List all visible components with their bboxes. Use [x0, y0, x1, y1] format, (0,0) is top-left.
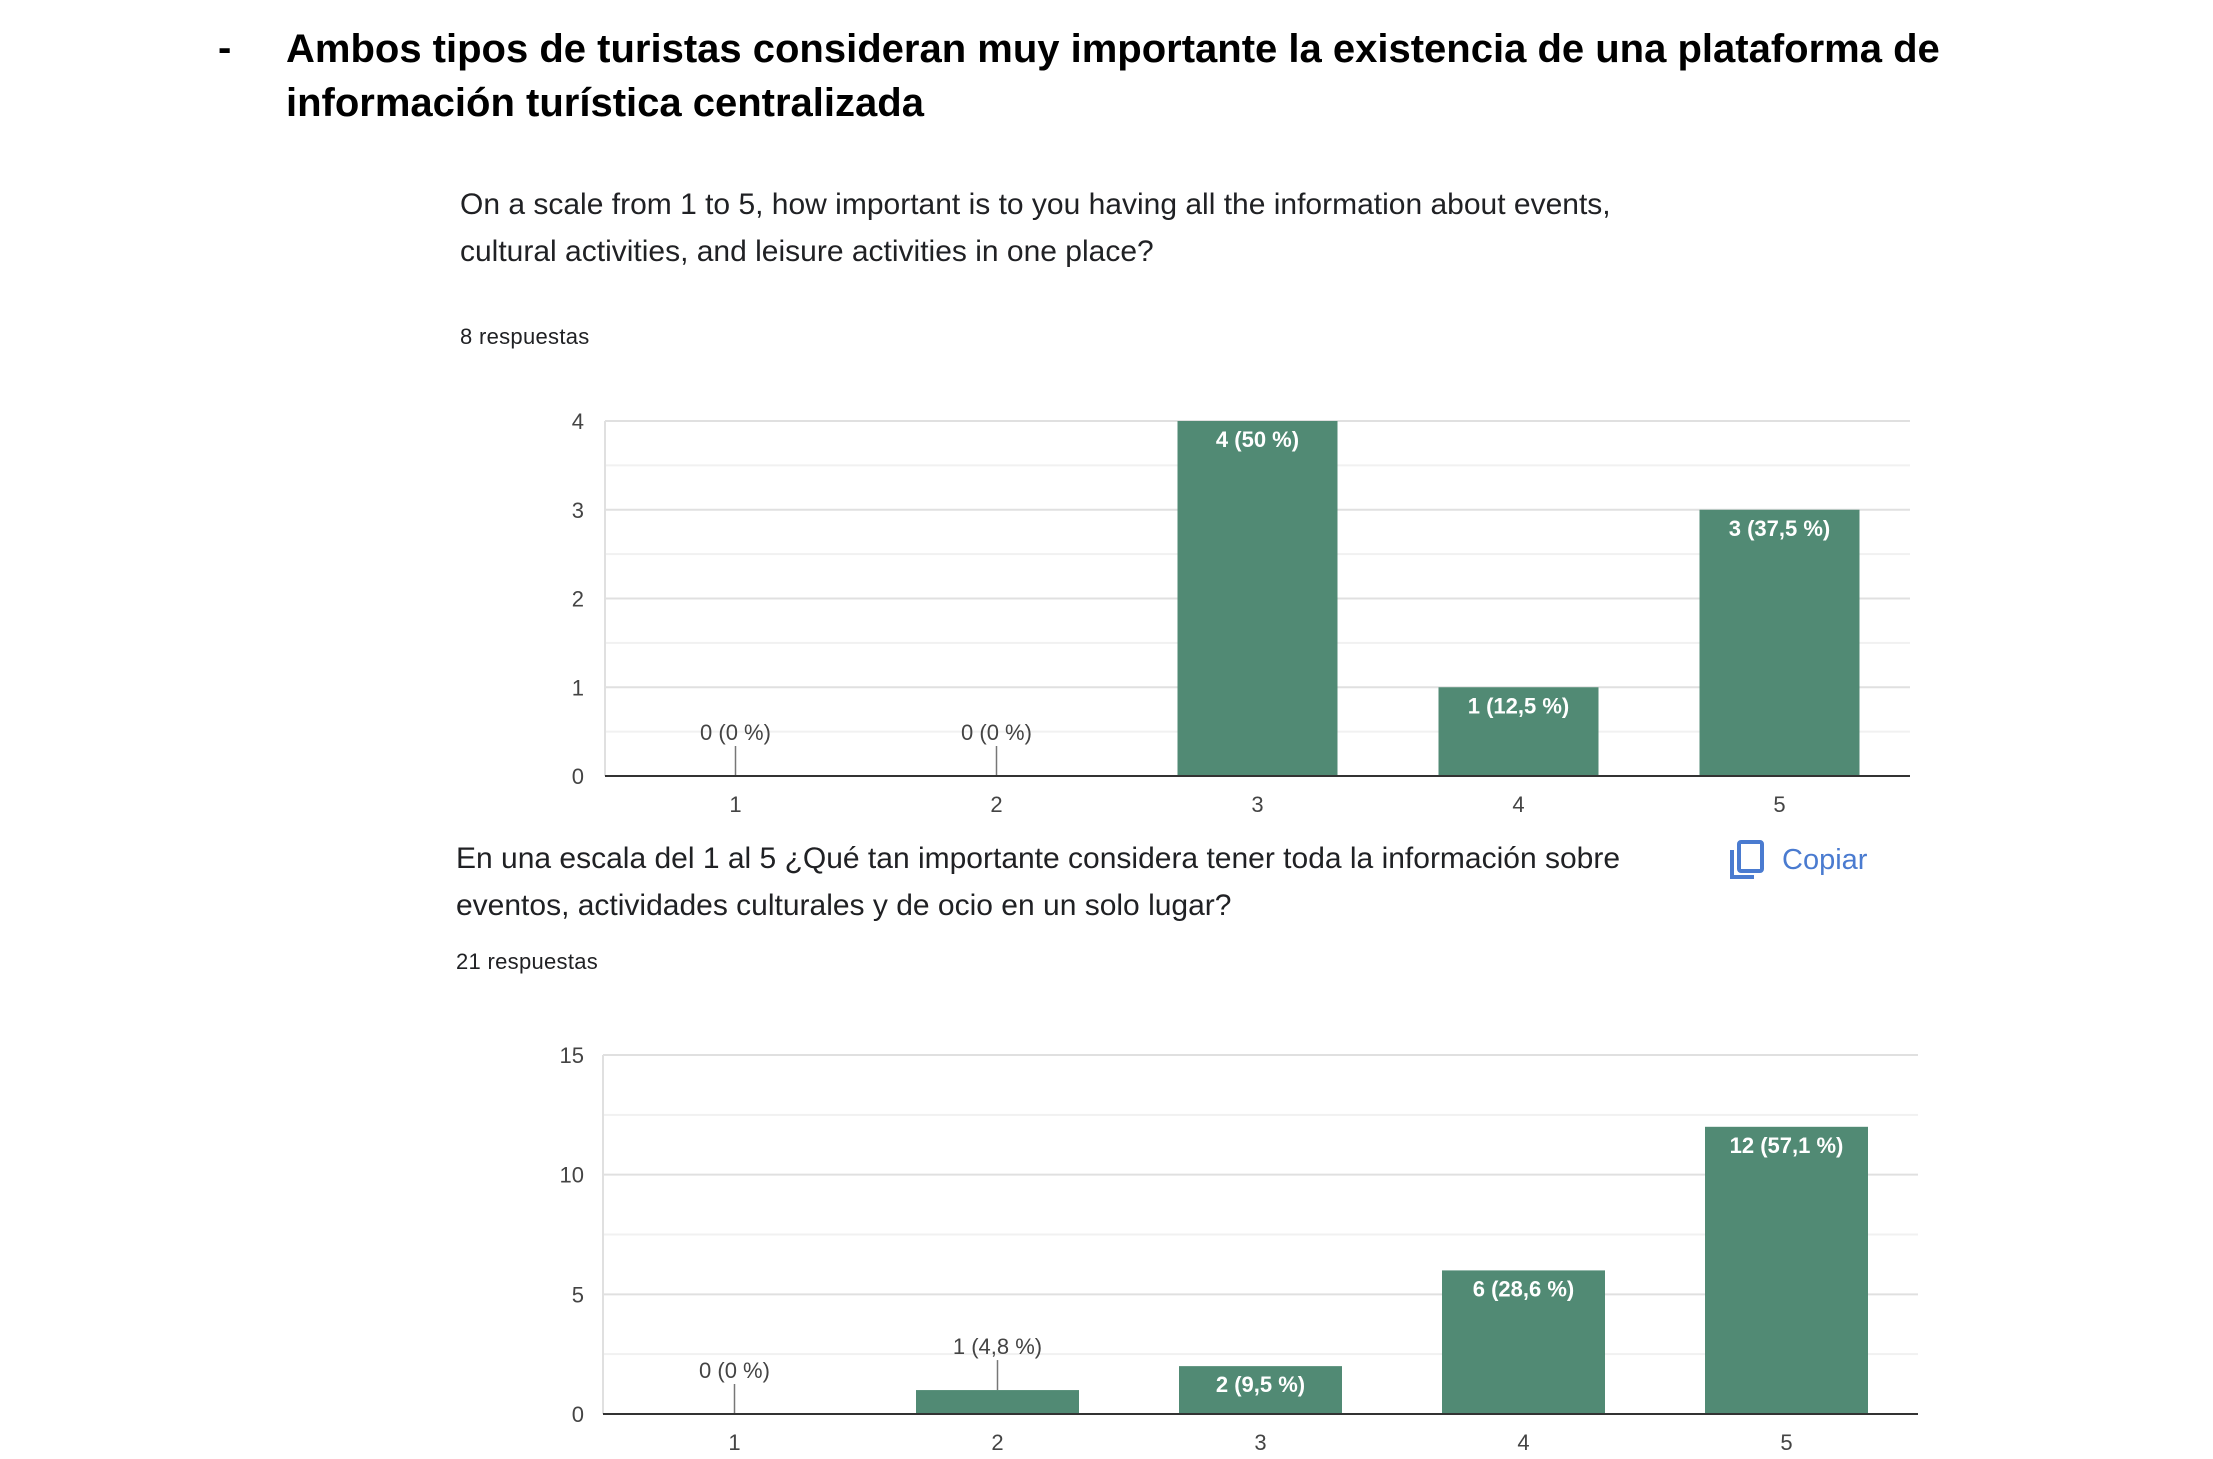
chart1-question: On a scale from 1 to 5, how important is…	[460, 188, 1611, 268]
chart2-responses: 21 respuestas	[456, 949, 599, 974]
chart1-data-label: 0 (0 %)	[700, 720, 771, 745]
chart1-data-label: 1 (12,5 %)	[1468, 693, 1570, 718]
chart2-bar	[1442, 1270, 1605, 1414]
chart1-y-tick: 2	[572, 587, 584, 612]
chart2-y-tick: 0	[572, 1402, 584, 1427]
chart1-data-label: 4 (50 %)	[1216, 427, 1299, 452]
chart2-data-label: 6 (28,6 %)	[1473, 1276, 1575, 1301]
chart1-y-tick: 0	[572, 764, 584, 789]
bullet-dash: -	[218, 26, 232, 70]
chart1-bar	[1699, 509, 1860, 776]
chart1-y-tick: 4	[572, 409, 584, 434]
chart1-y-tick: 1	[572, 675, 584, 700]
chart2-y-tick: 15	[560, 1043, 584, 1068]
chart1-bar	[1438, 687, 1599, 776]
chart2-question: En una escala del 1 al 5 ¿Qué tan import…	[456, 842, 1621, 922]
chart2-data-label: 12 (57,1 %)	[1730, 1133, 1844, 1158]
chart2-y-tick: 10	[560, 1163, 584, 1188]
chart1-x-tick: 4	[1512, 792, 1524, 817]
chart2-y-tick: 5	[572, 1282, 584, 1307]
section-heading: Ambos tipos de turistas consideran muy i…	[286, 27, 1940, 125]
chart1-y-tick: 3	[572, 498, 584, 523]
chart1-x-tick: 1	[729, 792, 741, 817]
chart1-x-tick: 2	[990, 792, 1002, 817]
chart2-bar	[1179, 1366, 1342, 1414]
chart1-bar	[1177, 421, 1338, 776]
chart1-data-label: 0 (0 %)	[961, 720, 1032, 745]
chart2-x-tick: 4	[1517, 1430, 1529, 1455]
chart2-data-label: 1 (4,8 %)	[953, 1334, 1042, 1359]
chart2-x-tick: 2	[991, 1430, 1003, 1455]
chart1-x-tick: 3	[1251, 792, 1263, 817]
copy-button[interactable]: Copiar	[1728, 836, 1867, 884]
chart2-data-label: 2 (9,5 %)	[1216, 1372, 1305, 1397]
chart1-responses: 8 respuestas	[460, 324, 590, 349]
chart2-x-tick: 5	[1780, 1430, 1792, 1455]
copy-icon	[1730, 840, 1764, 879]
chart1-x-tick: 5	[1773, 792, 1785, 817]
chart2-data-label: 0 (0 %)	[699, 1358, 770, 1383]
chart1-data-label: 3 (37,5 %)	[1729, 516, 1831, 541]
chart2-x-tick: 3	[1254, 1430, 1266, 1455]
chart2-bar	[1705, 1126, 1868, 1414]
chart2-bar	[916, 1390, 1079, 1414]
chart2-x-tick: 1	[728, 1430, 740, 1455]
copy-button-label: Copiar	[1782, 843, 1868, 876]
